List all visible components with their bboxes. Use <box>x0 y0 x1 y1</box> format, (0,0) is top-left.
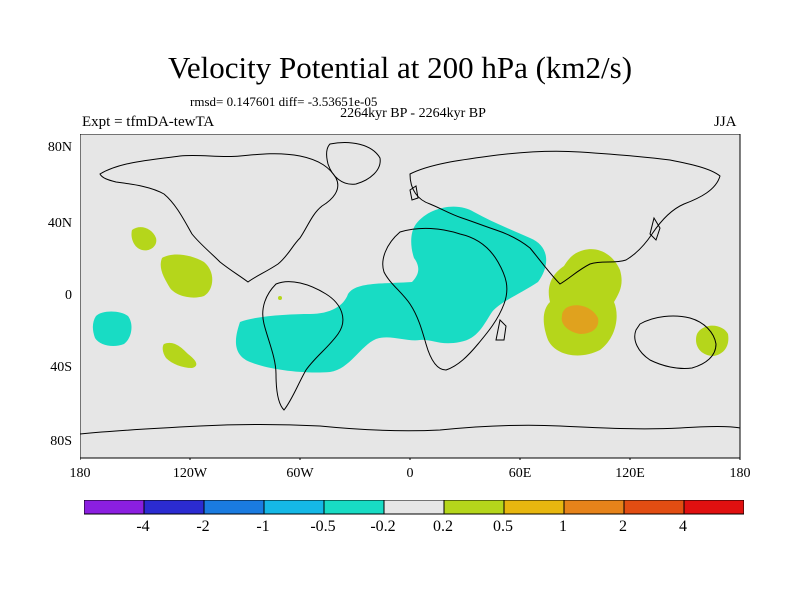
coast-madagascar <box>495 318 507 341</box>
lon-label-180w: 180 <box>69 466 91 481</box>
colorbar-box-5 <box>383 500 445 515</box>
coast-uk <box>409 185 419 201</box>
colorbar-label-0-2: 0.2 <box>433 518 453 535</box>
colorbar-label-4: 4 <box>679 518 687 535</box>
coast-eurasia <box>409 150 721 285</box>
positive-anomaly-regions <box>131 227 729 368</box>
lat-label-40s: 40S <box>50 360 72 375</box>
lat-label-40n: 40N <box>47 216 72 231</box>
colorbar-box-2 <box>203 500 265 515</box>
anomaly-indian-ocean <box>543 249 622 356</box>
negative-anomaly-regions <box>92 206 547 373</box>
colorbar-box-8 <box>563 500 625 515</box>
coast-antarctica <box>80 424 741 435</box>
period-label: 2264kyr BP - 2264kyr BP <box>340 106 486 121</box>
colorbar-boxes <box>84 500 744 515</box>
colorbar-label-1: 1 <box>559 518 567 535</box>
colorbar-box-4 <box>323 500 385 515</box>
lon-label-120e: 120E <box>615 466 645 481</box>
colorbar <box>84 500 744 515</box>
colorbar-box-9 <box>623 500 685 515</box>
colorbar-label-minus-4: -4 <box>136 518 150 535</box>
colorbar-label-minus-2: -2 <box>196 518 210 535</box>
colorbar-box-1 <box>143 500 205 515</box>
anomaly-pacific-north-1 <box>131 227 157 251</box>
coast-australia <box>634 315 717 369</box>
anomaly-australia <box>696 325 729 356</box>
colorbar-box-10 <box>683 500 744 515</box>
colorbar-box-6 <box>443 500 505 515</box>
lon-label-120w: 120W <box>172 466 208 481</box>
colorbar-label-0-5: 0.5 <box>493 518 513 535</box>
lat-label-0: 0 <box>65 288 72 303</box>
lat-label-80n: 80N <box>47 140 72 155</box>
season-label: JJA <box>714 114 737 130</box>
lon-label-60e: 60E <box>508 466 532 481</box>
lon-label-0: 0 <box>406 466 414 481</box>
coast-south-america <box>262 281 344 411</box>
plot-title: Velocity Potential at 200 hPa (km2/s) <box>167 50 633 85</box>
experiment-label: Expt = tfmDA-tewTA <box>82 114 215 130</box>
coast-north-america <box>99 153 339 283</box>
colorbar-label-minus-0-5: -0.5 <box>310 518 336 535</box>
lon-label-180e: 180 <box>729 466 751 481</box>
map-ticks <box>80 458 741 460</box>
stats-label: rmsd= 0.147601 diff= -3.53651e-05 <box>190 94 378 109</box>
anomaly-strong-indian-ocean <box>561 305 599 334</box>
colorbar-box-7 <box>503 500 565 515</box>
anomaly-pacific-south <box>162 342 197 368</box>
coast-japan <box>649 216 661 241</box>
coast-greenland <box>326 142 381 185</box>
colorbar-label-2: 2 <box>619 518 627 535</box>
anomaly-north-pacific-west <box>92 311 132 346</box>
coast-africa <box>382 227 508 371</box>
colorbar-box-3 <box>263 500 325 515</box>
lat-label-80s: 80S <box>50 434 72 449</box>
colorbar-box-0 <box>84 500 145 515</box>
lon-label-60w: 60W <box>286 466 314 481</box>
coastlines <box>80 142 741 435</box>
anomaly-small-dot <box>278 296 282 300</box>
colorbar-label-minus-0-2: -0.2 <box>370 518 396 535</box>
colorbar-label-minus-1: -1 <box>256 518 270 535</box>
map-panel <box>80 134 741 460</box>
anomaly-pacific-north-2 <box>160 254 213 298</box>
anomaly-africa-arabia <box>235 206 547 373</box>
